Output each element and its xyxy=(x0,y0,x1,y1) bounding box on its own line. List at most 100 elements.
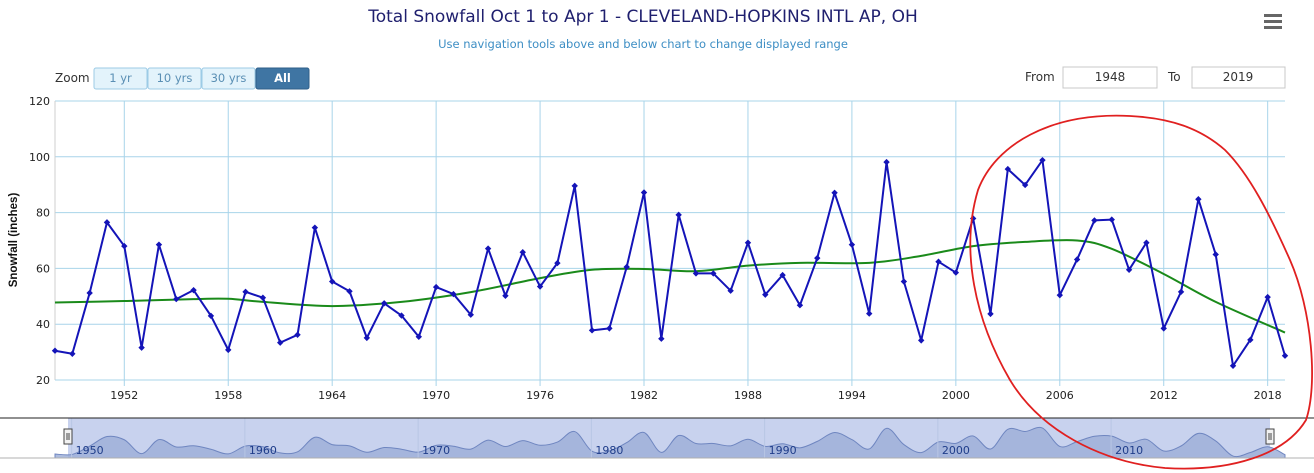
data-point[interactable] xyxy=(502,292,509,299)
data-point[interactable] xyxy=(623,263,630,271)
data-point[interactable] xyxy=(744,239,752,246)
data-point[interactable] xyxy=(952,269,960,276)
navigator[interactable]: 1950 1960 1970 1980 1990 2000 2010 xyxy=(0,417,1314,459)
range-from-input[interactable]: 1948 xyxy=(1062,66,1158,89)
data-point[interactable] xyxy=(796,302,804,309)
range-to-input[interactable]: 2019 xyxy=(1191,66,1286,89)
data-point[interactable] xyxy=(848,241,856,248)
range-from-value: 1948 xyxy=(1095,70,1126,84)
data-point[interactable] xyxy=(484,245,492,252)
data-point[interactable] xyxy=(1247,336,1254,344)
data-point[interactable] xyxy=(814,254,821,262)
navigator-series-area xyxy=(54,426,1286,459)
data-point[interactable] xyxy=(380,300,388,307)
data-point[interactable] xyxy=(519,249,526,256)
data-point[interactable] xyxy=(1108,216,1115,223)
navigator-tick-label: 1980 xyxy=(595,444,623,457)
data-point[interactable] xyxy=(1195,196,1202,203)
data-point[interactable] xyxy=(536,283,544,290)
range-to-label: To xyxy=(1167,70,1181,84)
chart-subtitle: Use navigation tools above and below cha… xyxy=(438,37,848,51)
navigator-left-handle[interactable] xyxy=(63,428,73,445)
data-point[interactable] xyxy=(311,224,319,231)
data-point[interactable] xyxy=(900,278,908,285)
data-point[interactable] xyxy=(588,327,596,334)
data-point[interactable] xyxy=(1177,288,1185,296)
data-point[interactable] xyxy=(121,242,128,250)
data-point[interactable] xyxy=(328,278,336,285)
data-point[interactable] xyxy=(1143,239,1150,246)
data-point[interactable] xyxy=(398,312,405,319)
data-point[interactable] xyxy=(571,182,578,190)
x-tick-label: 1952 xyxy=(110,389,138,402)
x-tick-label: 2006 xyxy=(1046,389,1074,402)
data-point[interactable] xyxy=(86,289,93,297)
trend-line-layer xyxy=(54,239,1286,334)
data-point[interactable] xyxy=(1056,291,1063,299)
data-point[interactable] xyxy=(883,158,890,166)
data-point[interactable] xyxy=(346,288,353,295)
data-point[interactable] xyxy=(727,287,734,294)
y-tick-label: 120 xyxy=(29,95,50,108)
data-point[interactable] xyxy=(987,310,994,318)
data-point[interactable] xyxy=(935,258,942,265)
y-tick-label: 80 xyxy=(36,207,50,220)
data-point[interactable] xyxy=(450,290,457,298)
data-point[interactable] xyxy=(242,288,249,296)
snowfall-series-line xyxy=(54,159,1286,367)
zoom-button-30yrs[interactable]: 30 yrs xyxy=(201,67,256,90)
navigator-tick-label: 2000 xyxy=(942,444,970,457)
data-point[interactable] xyxy=(294,331,301,339)
data-point[interactable] xyxy=(1091,217,1098,224)
data-point[interactable] xyxy=(415,333,423,340)
data-point[interactable] xyxy=(831,189,838,196)
data-point[interactable] xyxy=(225,346,232,354)
x-axis: 1952 1958 1964 1970 1976 1982 1988 1994 2000 2006… xyxy=(55,379,1285,402)
data-point[interactable] xyxy=(1160,325,1167,332)
data-point[interactable] xyxy=(277,339,284,346)
data-point[interactable] xyxy=(692,270,700,277)
data-point[interactable] xyxy=(155,241,163,248)
data-point[interactable] xyxy=(762,291,769,298)
data-point[interactable] xyxy=(1229,362,1237,369)
y-axis-title: Snowfall (inches) xyxy=(8,193,20,288)
data-point[interactable] xyxy=(1021,181,1029,189)
data-point[interactable] xyxy=(1281,352,1289,359)
navigator-right-handle[interactable] xyxy=(1265,428,1275,445)
data-point[interactable] xyxy=(917,337,925,344)
data-point[interactable] xyxy=(606,325,613,332)
data-point[interactable] xyxy=(1125,266,1133,273)
zoom-button-all[interactable]: All xyxy=(255,67,310,90)
data-point[interactable] xyxy=(658,335,665,342)
data-point[interactable] xyxy=(1004,165,1012,173)
y-axis: 20 40 60 80 100 120 xyxy=(29,95,56,387)
data-point[interactable] xyxy=(1073,256,1081,263)
data-point[interactable] xyxy=(173,295,180,303)
chart-title: Total Snowfall Oct 1 to Apr 1 - CLEVELAN… xyxy=(367,7,918,27)
data-point[interactable] xyxy=(640,189,648,196)
data-point[interactable] xyxy=(69,350,76,357)
data-point[interactable] xyxy=(207,312,215,320)
data-point[interactable] xyxy=(103,219,111,226)
zoom-button-10yrs[interactable]: 10 yrs xyxy=(147,67,202,90)
data-point[interactable] xyxy=(259,294,267,301)
zoom-button-1yr-label: 1 yr xyxy=(109,71,132,85)
data-point[interactable] xyxy=(1039,156,1046,164)
data-point[interactable] xyxy=(363,334,371,342)
data-point[interactable] xyxy=(779,271,786,279)
data-point[interactable] xyxy=(1212,251,1219,258)
data-point[interactable] xyxy=(675,211,682,219)
hamburger-menu-icon[interactable] xyxy=(1264,14,1282,29)
data-point[interactable] xyxy=(467,311,474,318)
data-point[interactable] xyxy=(190,286,197,294)
data-point[interactable] xyxy=(138,344,145,351)
data-point[interactable] xyxy=(554,259,561,267)
data-point[interactable] xyxy=(866,310,873,317)
data-point[interactable] xyxy=(969,215,977,222)
data-point[interactable] xyxy=(1264,293,1271,301)
data-point[interactable] xyxy=(51,347,59,354)
data-point[interactable] xyxy=(432,283,440,291)
zoom-button-1yr[interactable]: 1 yr xyxy=(93,67,148,90)
data-point[interactable] xyxy=(710,270,717,277)
